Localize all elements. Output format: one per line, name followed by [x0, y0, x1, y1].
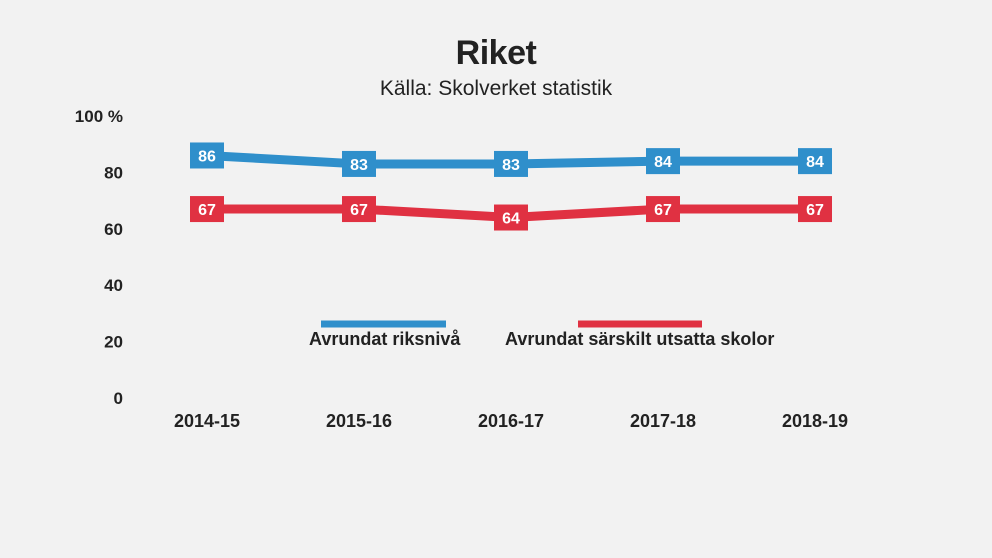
legend-label: Avrundat riksnivå — [309, 329, 461, 349]
data-point — [494, 204, 528, 231]
data-label: 67 — [198, 202, 216, 219]
x-tick-label: 2018-19 — [782, 411, 848, 431]
data-label: 67 — [806, 202, 824, 219]
y-tick-label: 60 — [104, 220, 123, 239]
data-label: 67 — [350, 202, 368, 219]
legend-label: Avrundat särskilt utsatta skolor — [505, 329, 774, 349]
x-tick-label: 2017-18 — [630, 411, 696, 431]
data-point — [342, 150, 376, 177]
data-label: 86 — [198, 148, 216, 165]
data-point — [342, 196, 376, 223]
data-point — [646, 196, 680, 223]
data-point — [190, 196, 224, 223]
data-point — [798, 148, 832, 175]
x-tick-label: 2016-17 — [478, 411, 544, 431]
chart-subtitle: Källa: Skolverket statistik — [379, 77, 613, 100]
y-tick-label: 40 — [104, 276, 123, 295]
chart-title: Riket — [455, 34, 537, 72]
y-tick-label: 80 — [104, 163, 123, 182]
data-point — [798, 196, 832, 223]
y-tick-label: 100 % — [75, 107, 123, 126]
data-label: 83 — [350, 157, 368, 174]
data-point — [646, 148, 680, 175]
data-point — [190, 142, 224, 169]
x-tick-label: 2015-16 — [326, 411, 392, 431]
data-label: 64 — [502, 211, 520, 228]
data-label: 83 — [502, 157, 520, 174]
y-tick-label: 20 — [104, 333, 123, 352]
data-label: 84 — [806, 154, 824, 171]
data-point — [494, 150, 528, 177]
y-tick-label: 0 — [114, 389, 123, 408]
x-tick-label: 2014-15 — [174, 411, 240, 431]
data-label: 84 — [654, 154, 672, 171]
data-label: 67 — [654, 202, 672, 219]
